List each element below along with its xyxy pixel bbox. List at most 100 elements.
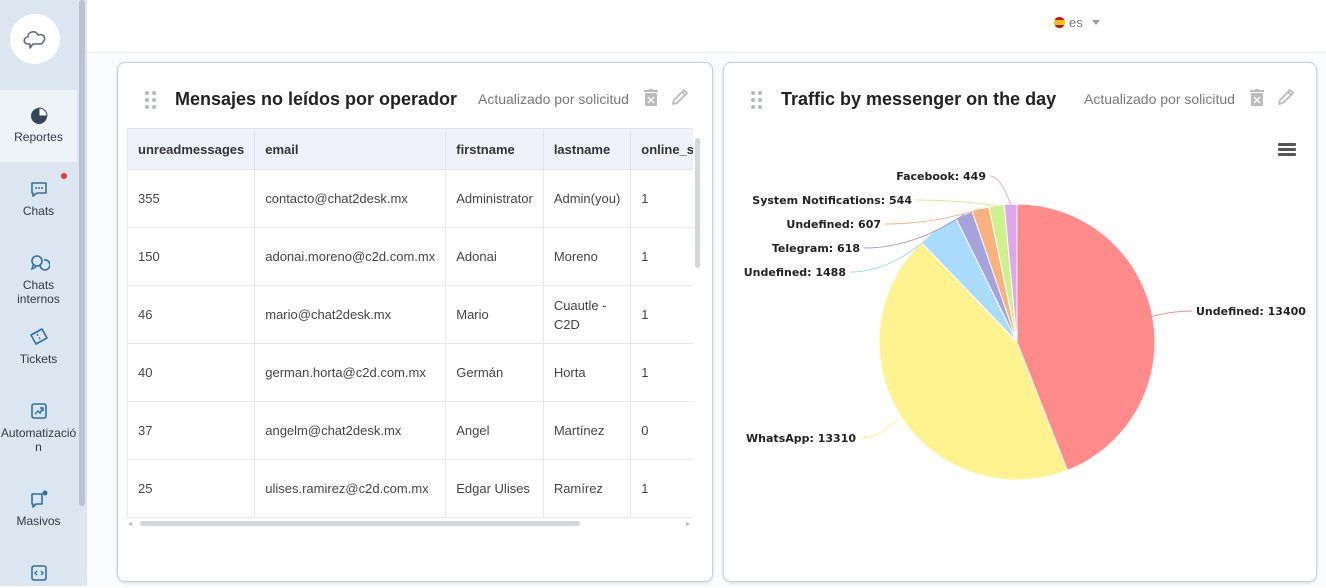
drag-handle-icon[interactable] xyxy=(751,91,763,109)
table-row: 46 mario@chat2desk.mx Mario Cuautle - C2… xyxy=(127,285,693,344)
widget-title: Mensajes no leídos por operador xyxy=(175,89,458,109)
column-header[interactable]: firstname xyxy=(445,128,544,170)
sidebar-item-label: Reportes xyxy=(14,130,63,144)
pie-label-connector xyxy=(884,208,981,225)
unread-messages-table: unreadmessages email firstname lastname … xyxy=(127,128,693,519)
sidebar-item-reportes[interactable]: Reportes xyxy=(0,90,77,162)
table-cell: mario@chat2desk.mx xyxy=(254,285,447,344)
top-bar: es xyxy=(87,0,1326,53)
unread-messages-widget: Mensajes no leídos por operador Actualiz… xyxy=(117,62,713,582)
pie-data-label: System Notifications: 544 xyxy=(752,194,912,207)
ticket-icon xyxy=(29,328,48,345)
table-cell: Ramírez xyxy=(542,459,632,518)
column-header[interactable]: unreadmessages xyxy=(127,128,256,170)
table-row: 40 german.horta@c2d.com.mx Germán Horta … xyxy=(127,343,693,402)
table-cell: 1 xyxy=(630,227,693,286)
unread-dot xyxy=(61,173,67,179)
sidebar-item-label: Tickets xyxy=(19,352,58,366)
pie-data-label: Undefined: 607 xyxy=(786,218,881,231)
column-header[interactable]: lastname xyxy=(542,128,632,170)
pie-slice-undefined[interactable] xyxy=(1016,203,1156,472)
chevron-down-icon xyxy=(1091,20,1100,25)
table-cell: 0 xyxy=(630,401,693,460)
delete-icon[interactable] xyxy=(643,89,659,107)
pie-label-connector xyxy=(915,199,997,207)
edit-icon[interactable] xyxy=(670,87,690,107)
table-cell: Adonai xyxy=(445,227,544,286)
table-row: 355 contacto@chat2desk.mx Administrator … xyxy=(127,169,693,228)
broadcast-icon xyxy=(30,490,47,508)
pie-label-connector xyxy=(989,175,1012,205)
sidebar-item-label: Chats internos xyxy=(17,278,60,306)
app-logo[interactable] xyxy=(10,14,60,64)
pie-slice-facebook[interactable] xyxy=(1003,203,1018,343)
table-horizontal-scrollbar[interactable]: ◂ ▸ xyxy=(128,519,693,528)
sidebar-item-code[interactable] xyxy=(0,562,77,588)
table-cell: 1 xyxy=(630,459,693,518)
column-header[interactable]: email xyxy=(254,128,447,170)
table-cell: contacto@chat2desk.mx xyxy=(254,169,447,228)
sidebar-item-automatizacion[interactable]: Automatizació n xyxy=(0,400,77,454)
table-vertical-scrollbar[interactable] xyxy=(695,138,700,268)
delete-icon[interactable] xyxy=(1249,89,1265,107)
code-icon xyxy=(30,565,47,581)
table-cell: Edgar Ulises xyxy=(445,459,544,518)
automation-icon xyxy=(30,403,47,419)
table-cell: ulises.ramirez@c2d.com.mx xyxy=(254,459,447,518)
table-cell: 37 xyxy=(127,401,256,460)
sidebar-item-label: Automatizació n xyxy=(0,426,77,454)
table-cell: Horta xyxy=(542,343,632,402)
table-cell: 355 xyxy=(127,169,256,228)
pie-label-connector xyxy=(849,228,939,273)
sidebar-item-chats[interactable]: Chats xyxy=(0,178,77,218)
table-cell: angelm@chat2desk.mx xyxy=(254,401,447,460)
widget-status: Actualizado por solicitud xyxy=(1084,91,1235,107)
pie-label-connector xyxy=(863,214,965,249)
scrollbar-thumb[interactable] xyxy=(140,521,580,526)
chat-bubble-icon xyxy=(30,182,47,197)
edit-icon[interactable] xyxy=(1276,87,1296,107)
pie-data-label: Facebook: 449 xyxy=(896,170,986,183)
language-selector[interactable]: es xyxy=(1054,15,1100,30)
table-cell: 1 xyxy=(630,285,693,344)
sidebar: Reportes Chats Chats internos Tickets Au… xyxy=(0,0,87,586)
sidebar-item-label: Chats xyxy=(22,204,55,218)
pie-data-label: Undefined: 13400 xyxy=(1196,305,1306,318)
table-cell: german.horta@c2d.com.mx xyxy=(254,343,447,402)
scroll-right-icon[interactable]: ▸ xyxy=(686,519,691,528)
table-cell: Moreno xyxy=(542,227,632,286)
language-code: es xyxy=(1069,15,1083,30)
sidebar-item-chats-internos[interactable]: Chats internos xyxy=(0,252,77,306)
pie-data-label: WhatsApp: 13310 xyxy=(746,432,856,445)
table-cell: Angel xyxy=(445,401,544,460)
table-cell: 25 xyxy=(127,459,256,518)
pie-data-label: Undefined: 1488 xyxy=(744,266,846,279)
pie-chart: Undefined: 13400 WhatsApp: 13310 Undefined… xyxy=(744,170,1306,481)
sidebar-item-masivos[interactable]: Masivos xyxy=(0,488,77,528)
table-cell: 1 xyxy=(630,169,693,228)
drag-handle-icon[interactable] xyxy=(145,91,157,109)
internal-chats-icon xyxy=(30,255,50,271)
table-cell: adonai.moreno@c2d.com.mx xyxy=(254,227,447,286)
sidebar-item-label: Masivos xyxy=(16,514,61,528)
pie-slice-whatsapp[interactable] xyxy=(878,241,1068,481)
column-header[interactable]: online_sta xyxy=(630,128,693,170)
table-header-row: unreadmessages email firstname lastname … xyxy=(127,128,693,170)
sidebar-scrollbar[interactable] xyxy=(79,0,85,506)
pie-chart-icon xyxy=(30,107,48,124)
table-row: 37 angelm@chat2desk.mx Angel Martínez 0 xyxy=(127,401,693,460)
scroll-left-icon[interactable]: ◂ xyxy=(128,519,133,528)
table-cell: Mario xyxy=(445,285,544,344)
table-cell: 1 xyxy=(630,343,693,402)
table-cell: 46 xyxy=(127,285,256,344)
cloud-chat-logo-icon xyxy=(23,31,46,49)
spain-flag-icon xyxy=(1054,17,1065,28)
table-row: 25 ulises.ramirez@c2d.com.mx Edgar Ulise… xyxy=(127,459,693,518)
table-cell: 150 xyxy=(127,227,256,286)
chart-menu-icon[interactable] xyxy=(1278,143,1296,157)
sidebar-item-tickets[interactable]: Tickets xyxy=(0,326,77,366)
table-cell: 40 xyxy=(127,343,256,402)
table-cell: Martínez xyxy=(542,401,632,460)
table-cell: Administrator xyxy=(445,169,544,228)
pie-label-connector xyxy=(1152,310,1193,317)
